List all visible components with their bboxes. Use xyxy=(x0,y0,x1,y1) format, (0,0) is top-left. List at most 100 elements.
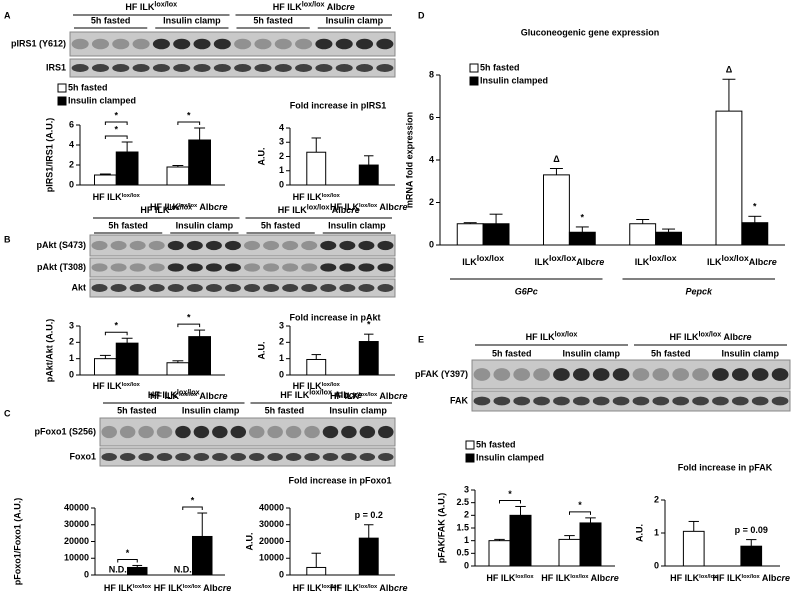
blot-band xyxy=(71,64,89,72)
x-tick-label: HF ILKlox/lox xyxy=(293,192,341,202)
y-tick-label: 0 xyxy=(279,179,284,189)
blot-band xyxy=(652,368,670,381)
label-part: Alb xyxy=(576,257,591,267)
blot-band xyxy=(378,425,394,439)
y-axis-label: A.U. xyxy=(256,148,266,166)
y-tick-label: 0 xyxy=(429,239,434,249)
blot-band xyxy=(282,263,299,272)
blot-band xyxy=(205,263,222,272)
blot-condition-label: 5h fasted xyxy=(117,405,157,415)
blot-band xyxy=(751,396,769,406)
blot-band xyxy=(193,425,210,439)
blot-band xyxy=(129,240,146,251)
significance-bracket xyxy=(104,121,128,125)
blot-band xyxy=(274,64,292,72)
blot-group-label: HF ILKlox/lox Albcre xyxy=(278,202,360,215)
significance-bracket xyxy=(117,558,138,563)
x-tick-label: HF ILKlox/lox xyxy=(93,381,141,391)
blot-row-label: pIRS1 (Y612) xyxy=(11,38,66,48)
label-part: Alb xyxy=(332,390,349,400)
label-part: Alb xyxy=(749,257,764,267)
blot-group-label: HF ILKlox/lox xyxy=(125,0,177,12)
significance-bracket xyxy=(499,499,521,504)
label-part: cre xyxy=(349,390,363,400)
blot-band xyxy=(320,240,337,251)
label-part: HF ILK xyxy=(330,583,359,593)
label-part: cre xyxy=(591,257,605,267)
blot-band xyxy=(358,263,375,272)
significance-bracket xyxy=(104,331,128,336)
blot-band xyxy=(230,425,247,439)
legend-label: Insulin clamped xyxy=(68,95,136,105)
blot-group-label: HF ILKlox/lox Albcre xyxy=(280,387,362,400)
blot-band xyxy=(572,368,590,381)
label-part: Alb xyxy=(377,391,394,401)
blot-band xyxy=(692,368,709,381)
label-part: cre xyxy=(341,2,355,12)
legend-label: Insulin clamped xyxy=(480,75,548,85)
label-part: HF ILK xyxy=(93,192,122,202)
annotation: * xyxy=(114,124,118,134)
x-tick-label: HF ILKlox/lox xyxy=(93,192,141,202)
label-part: lox/lox xyxy=(649,253,677,263)
label-part: HF ILK xyxy=(293,583,322,593)
blot-band xyxy=(771,368,789,381)
blot-band xyxy=(301,263,318,272)
bar xyxy=(358,164,379,186)
label-part: HF ILK xyxy=(486,573,515,583)
blot-band xyxy=(493,396,511,406)
value-label: N.D. xyxy=(174,564,192,574)
label-part: lox/lox xyxy=(322,382,341,388)
label-part: Alb xyxy=(760,573,777,583)
panel-letter: A xyxy=(4,10,11,20)
y-tick-label: 2 xyxy=(69,159,74,169)
label-part: lox/lox xyxy=(177,387,200,396)
y-tick-label: 10000 xyxy=(64,553,89,563)
blot-group-label: HF ILKlox/lox xyxy=(140,202,192,215)
y-tick-label: 1 xyxy=(464,535,469,545)
y-tick-label: 30000 xyxy=(64,519,89,529)
blot-band xyxy=(359,425,376,439)
label-part: cre xyxy=(346,205,360,215)
annotation: * xyxy=(367,320,371,330)
y-tick-label: 0 xyxy=(69,369,74,379)
blot-band xyxy=(751,368,769,381)
y-tick-label: 3 xyxy=(279,137,284,147)
blot-band xyxy=(339,240,356,251)
blot-band xyxy=(263,240,280,251)
y-tick-label: 2 xyxy=(654,494,659,504)
blot-band xyxy=(335,64,353,72)
blot-band xyxy=(110,284,127,292)
label-part: lox/lox xyxy=(322,193,341,199)
annotation: * xyxy=(508,489,512,499)
error-bar xyxy=(99,354,111,359)
blot-band xyxy=(376,64,394,72)
blot-band xyxy=(632,368,650,381)
y-tick-label: 20000 xyxy=(64,536,89,546)
x-tick-label: HF ILKlox/lox Albcre xyxy=(150,202,227,212)
y-tick-label: 1 xyxy=(279,165,284,175)
blot-row-label: pAkt (S473) xyxy=(36,240,86,250)
legend-label: Insulin clamped xyxy=(476,452,544,462)
blot-band xyxy=(304,425,320,439)
blot-band xyxy=(263,284,280,292)
blot-row-label: Akt xyxy=(71,282,86,292)
error-bar xyxy=(311,354,321,360)
y-axis-label: A.U. xyxy=(244,533,254,551)
blot-band xyxy=(110,240,127,251)
blot-band xyxy=(186,263,203,272)
label-part: lox/lox xyxy=(359,584,378,590)
blot-condition-label: 5h fasted xyxy=(253,15,293,25)
x-tick-label: HF ILKlox/lox xyxy=(293,381,341,391)
blot-band xyxy=(91,284,108,292)
label-part: lox/lox xyxy=(742,574,761,580)
blot-band xyxy=(156,425,173,439)
blot-band xyxy=(322,453,339,461)
blot-condition-label: Insulin clamp xyxy=(176,220,234,230)
blot-band xyxy=(672,368,690,381)
blot-band xyxy=(377,284,394,292)
blot-band xyxy=(592,396,610,406)
blot-band xyxy=(263,263,280,272)
blot-band xyxy=(358,240,375,251)
label-part: HF ILK xyxy=(330,391,359,401)
